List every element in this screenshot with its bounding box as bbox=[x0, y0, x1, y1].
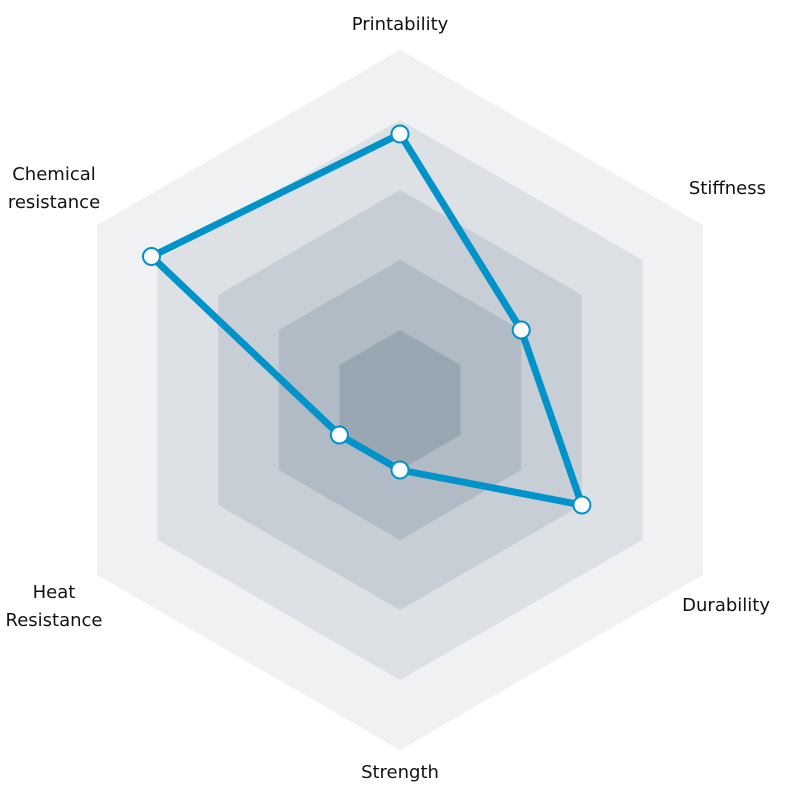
axis-label-printability: Printability bbox=[352, 14, 449, 35]
axis-labels: Printability Stiffness Durability Strength H… bbox=[6, 14, 771, 783]
data-point-heat_resistance[interactable] bbox=[329, 425, 349, 445]
data-point-durability[interactable] bbox=[572, 495, 592, 515]
axis-label-chemical_resistance: Chemical resistance bbox=[8, 164, 100, 213]
axis-label-strength: Strength bbox=[361, 762, 439, 783]
axis-label-stiffness: Stiffness bbox=[689, 178, 766, 199]
data-point-stiffness[interactable] bbox=[511, 320, 531, 340]
data-point-printability[interactable] bbox=[390, 124, 410, 144]
radar-rings bbox=[96, 50, 704, 750]
radar-ring-1 bbox=[339, 330, 461, 470]
data-point-strength[interactable] bbox=[390, 460, 410, 480]
axis-label-heat_resistance: Heat Resistance bbox=[6, 582, 103, 631]
data-point-chemical_resistance[interactable] bbox=[142, 247, 161, 266]
axis-label-durability: Durability bbox=[682, 595, 770, 616]
radar-series-group bbox=[142, 124, 592, 515]
